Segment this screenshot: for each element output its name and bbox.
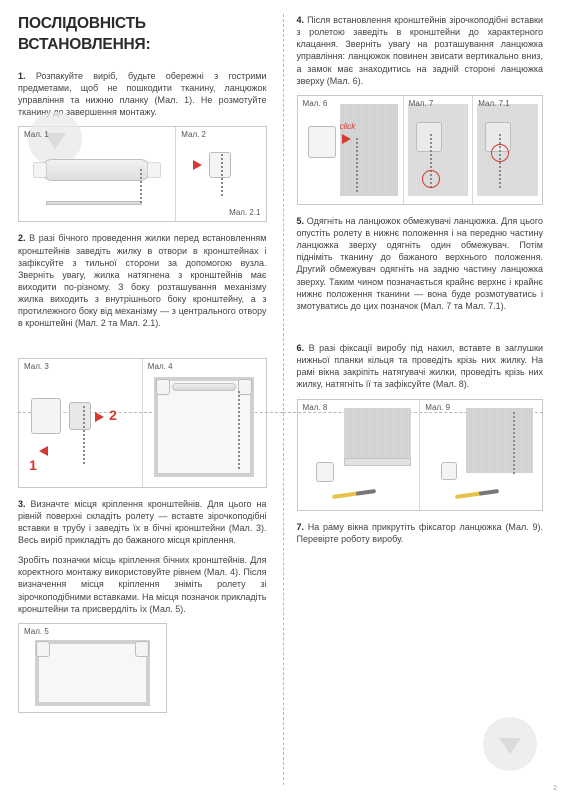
figure-row-3: Мал. 5: [18, 623, 167, 713]
figure-label: Мал. 5: [24, 627, 49, 638]
right-column: 4. Після встановлення кронштейнів зірочк…: [283, 0, 565, 799]
figure-7: Мал. 7: [404, 96, 474, 204]
figure-9: Мал. 9: [420, 400, 542, 510]
figure-row-5: Мал. 8 Мал. 9: [297, 399, 544, 511]
left-column: ПОСЛІДОВНІСТЬ ВСТАНОВЛЕННЯ: 1. Розпакуйт…: [0, 0, 283, 799]
figure-4: Мал. 4: [143, 359, 266, 487]
page-number: 2: [553, 784, 557, 793]
figure-label: Мал. 7.1: [478, 99, 509, 110]
figure-label: Мал. 6: [303, 99, 328, 110]
figure-label: Мал. 9: [425, 403, 450, 414]
callout-number: 1: [29, 456, 37, 475]
figure-row-1: Мал. 1 Мал. 2 Мал. 2.1: [18, 126, 267, 222]
step-3a-text: 3. Визначте місця кріплення кронштейнів.…: [18, 498, 267, 547]
step-2-text: 2. В разі бічного проведення жилки перед…: [18, 232, 267, 329]
step-4-text: 4. Після встановлення кронштейнів зірочк…: [297, 14, 544, 87]
figure-row-4: Мал. 6 click Мал. 7 Ма: [297, 95, 544, 205]
figure-row-2: Мал. 3 2 1 Мал. 4: [18, 358, 267, 488]
watermark-icon: [483, 717, 537, 771]
figure-label: Мал. 8: [303, 403, 328, 414]
step-3b-text: Зробіть позначки місць кріплення бічних …: [18, 554, 267, 615]
figure-label: Мал. 4: [148, 362, 173, 373]
step-7-text: 7. На раму вікна прикрутіть фіксатор лан…: [297, 521, 544, 545]
figure-6: Мал. 6 click: [298, 96, 404, 204]
figure-7-1: Мал. 7.1: [473, 96, 542, 204]
figure-label: Мал. 7: [409, 99, 434, 110]
step-6-text: 6. В разі фіксації виробу під нахил, вст…: [297, 342, 544, 391]
figure-5: Мал. 5: [19, 624, 166, 712]
figure-2: Мал. 2 Мал. 2.1: [176, 127, 265, 221]
figure-1: Мал. 1: [19, 127, 176, 221]
figure-label: Мал. 2.1: [229, 208, 260, 219]
click-label: click: [340, 122, 356, 133]
figure-label: Мал. 1: [24, 130, 49, 141]
figure-label: Мал. 2: [181, 130, 206, 141]
page-title: ПОСЛІДОВНІСТЬ ВСТАНОВЛЕННЯ:: [18, 14, 267, 56]
step-5-text: 5. Одягніть на ланцюжок обмежувачі ланцю…: [297, 215, 544, 312]
figure-label: Мал. 3: [24, 362, 49, 373]
figure-8: Мал. 8: [298, 400, 421, 510]
callout-number: 2: [109, 406, 117, 425]
figure-3: Мал. 3 2 1: [19, 359, 143, 487]
